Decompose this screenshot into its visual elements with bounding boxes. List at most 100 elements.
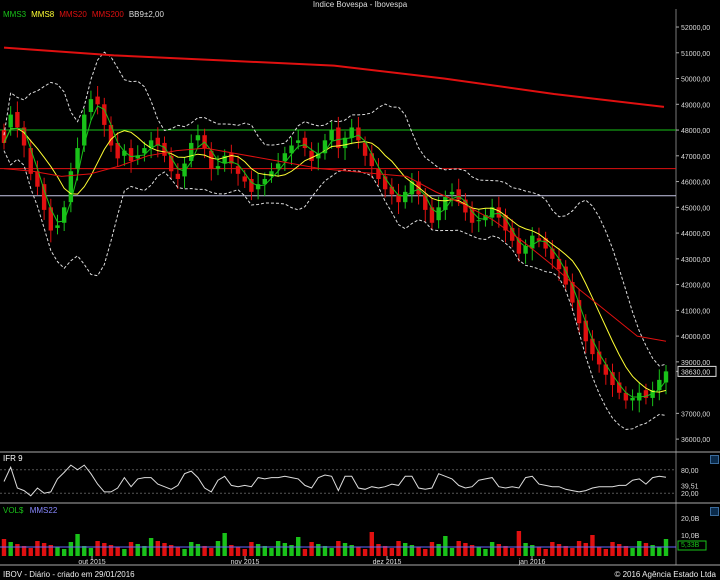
candle xyxy=(530,235,535,249)
volume-bar xyxy=(376,544,381,556)
candle xyxy=(209,150,214,169)
candle xyxy=(523,245,528,254)
candle xyxy=(570,282,575,303)
volume-bar xyxy=(657,547,662,556)
volume-bar xyxy=(342,543,348,556)
mms3-line xyxy=(3,105,667,398)
x-tick-label: dez 2015 xyxy=(373,559,402,566)
candle xyxy=(336,127,341,149)
price-tick-label: 48000,00 xyxy=(681,128,710,135)
candle xyxy=(616,382,622,393)
candle xyxy=(423,194,428,210)
volume-bar xyxy=(75,534,80,556)
price-tick-label: 49000,00 xyxy=(681,102,710,109)
price-tick-label: 46000,00 xyxy=(681,180,710,187)
legend-mms200: MMS200 xyxy=(91,10,124,19)
candle xyxy=(476,220,481,222)
price-tick-label: 37000,00 xyxy=(681,411,710,418)
candle xyxy=(329,130,334,141)
volume-bar xyxy=(275,541,281,556)
volume-bar xyxy=(269,548,274,556)
candle xyxy=(148,140,154,149)
candle xyxy=(536,238,542,241)
volume-bar xyxy=(302,549,308,556)
candle xyxy=(563,266,568,285)
bollinger-upper xyxy=(3,51,667,367)
candle xyxy=(122,150,127,156)
candle xyxy=(316,153,321,159)
volume-bar xyxy=(135,544,140,556)
price-tick-label: 39000,00 xyxy=(681,360,710,367)
volume-bar xyxy=(489,542,495,556)
candle xyxy=(75,148,80,169)
candle xyxy=(369,153,374,167)
volume-bar xyxy=(436,544,441,556)
price-tick-label: 41000,00 xyxy=(681,308,710,315)
volume-bar xyxy=(88,548,94,556)
volume-bar xyxy=(289,545,294,556)
volume-bar xyxy=(189,542,194,556)
volume-scroll-button[interactable] xyxy=(710,507,719,516)
volume-bar xyxy=(21,546,27,556)
volume-bar xyxy=(122,549,127,556)
volume-bar xyxy=(576,541,582,556)
volume-bar xyxy=(643,543,649,556)
volume-bar xyxy=(95,541,100,556)
volume-bar xyxy=(570,548,575,556)
ifr-scroll-button[interactable] xyxy=(710,455,719,464)
candle xyxy=(229,153,234,164)
volume-bar xyxy=(543,549,548,556)
volume-bar xyxy=(616,544,622,556)
volume-bar xyxy=(443,536,448,556)
candle xyxy=(1,130,7,143)
volume-bar xyxy=(429,542,435,556)
volume-bar xyxy=(175,547,181,556)
title-bar: Indice Bovespa - Ibovespa xyxy=(0,0,720,9)
footer: IBOV - Diário - criado em 29/01/2016 © 2… xyxy=(0,570,720,580)
volume-bar xyxy=(115,547,120,556)
candle xyxy=(8,114,13,128)
candle xyxy=(510,227,515,241)
volume-bar xyxy=(282,543,288,556)
candle xyxy=(269,171,274,177)
candle xyxy=(142,148,147,154)
price-legend: MMS3 MMS8 MMS20 MMS200 BB9±2,00 xyxy=(3,10,169,20)
volume-bar xyxy=(41,543,47,556)
candle xyxy=(275,163,281,169)
candle xyxy=(516,238,522,254)
candle xyxy=(382,176,388,190)
volume-last-box xyxy=(677,540,707,551)
candle xyxy=(128,148,134,161)
volume-bar xyxy=(389,548,395,556)
volume-bar xyxy=(142,546,147,556)
volume-bar xyxy=(48,545,54,556)
candle xyxy=(249,178,254,192)
candle xyxy=(189,142,194,161)
candle xyxy=(342,137,348,149)
mms20-line xyxy=(3,147,667,342)
volume-bar xyxy=(316,544,321,556)
volume-bar xyxy=(416,547,421,556)
volume-bar xyxy=(28,548,33,556)
volume-tick-label: 5,33B xyxy=(681,542,700,549)
volume-bar xyxy=(403,543,408,556)
candle xyxy=(289,145,294,154)
x-tick-label: out 2015 xyxy=(78,559,105,566)
candle xyxy=(21,127,27,146)
volume-bar xyxy=(15,544,20,556)
candle xyxy=(449,191,455,195)
volume-bar xyxy=(556,544,562,556)
volume-bar xyxy=(362,549,368,556)
volume-bar xyxy=(510,548,515,556)
candle xyxy=(108,124,114,146)
candle xyxy=(349,127,354,138)
candle xyxy=(657,379,662,391)
candle xyxy=(235,166,241,174)
candle xyxy=(41,184,47,210)
price-tick-label: 44000,00 xyxy=(681,231,710,238)
volume-bar xyxy=(235,547,241,556)
price-tick-label: 51000,00 xyxy=(681,51,710,58)
volume-bar xyxy=(590,535,595,556)
volume-tick-label: 20,0B xyxy=(681,516,700,523)
